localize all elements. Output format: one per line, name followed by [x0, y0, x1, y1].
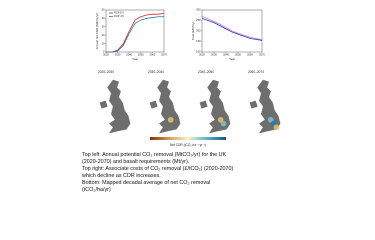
- caption-line: (tCO₂/ha/yr): [82, 187, 111, 193]
- y-tick-label: 300: [196, 8, 201, 12]
- map: [99, 79, 131, 134]
- y-tick-label: 30: [102, 24, 105, 28]
- x-tick-label: 2070: [161, 53, 167, 57]
- y-axis-label: Cost (£/tCO₂): [191, 22, 195, 40]
- x-tick-label: 2030: [115, 53, 121, 57]
- y-tick-label: 10: [102, 41, 105, 45]
- y-tick-label: 250: [196, 18, 201, 22]
- series-line: [201, 18, 263, 41]
- map-patch: [167, 116, 174, 123]
- colorbar-label: Net CDR (tCO₂ ha⁻¹ yr⁻¹): [170, 143, 206, 147]
- caption-line: Top right: Associate costs of CO₂ remova…: [82, 166, 234, 172]
- x-tick-label: 2020: [103, 53, 109, 57]
- series-line: [106, 12, 165, 53]
- y-tick-label: 50: [102, 8, 105, 12]
- map-patch: [220, 120, 227, 127]
- figure: Net CDR (tCO₂ ha⁻¹ yr⁻¹) 010203040502020…: [95, 8, 281, 147]
- x-axis-label: Year: [132, 57, 138, 61]
- series-line: [201, 15, 263, 41]
- x-tick-label: 2050: [235, 53, 241, 57]
- map-title: 2060–2070: [248, 70, 264, 74]
- map: [249, 79, 281, 134]
- legend-label: RCP 8.5: [114, 11, 124, 15]
- series-line: [106, 16, 164, 53]
- map: [199, 79, 231, 134]
- map: [149, 79, 181, 134]
- x-tick-label: 2040: [126, 53, 132, 57]
- map-title: 2040–2050: [198, 70, 214, 74]
- caption-line: Top left: Annual potential CO₂ removal (…: [82, 152, 227, 158]
- map-patch: [273, 124, 280, 131]
- y-tick-label: 40: [102, 16, 105, 20]
- plot-frame: [105, 9, 165, 53]
- y-tick-label: 200: [196, 29, 201, 33]
- caption-line: which decline as CDR increases.: [82, 173, 161, 179]
- legend-label: RCP 4.5: [114, 14, 124, 18]
- colorbar: [150, 137, 226, 140]
- uk-outline: [149, 79, 181, 134]
- x-tick-label: 2070: [259, 53, 265, 57]
- x-tick-label: 2030: [211, 53, 217, 57]
- y-tick-label: 100: [196, 50, 201, 54]
- y-tick-label: 0: [103, 50, 105, 54]
- x-axis-label: Year: [229, 57, 235, 61]
- page: Net CDR (tCO₂ ha⁻¹ yr⁻¹) 0 10 20 30 40 50 2020…: [82, 8, 281, 193]
- x-tick-label: 2020: [199, 53, 205, 57]
- uk-outline: [99, 79, 131, 134]
- y-axis-label: Annual net CDR (MtCO₂/yr): [95, 13, 99, 50]
- y-tick-label: 20: [102, 33, 105, 37]
- y-tick-label: 150: [196, 39, 201, 43]
- x-tick-label: 2060: [247, 53, 253, 57]
- x-tick-label: 2040: [223, 53, 229, 57]
- x-tick-label: 2050: [138, 53, 144, 57]
- x-tick-label: 2060: [150, 53, 156, 57]
- map-title: 2030–2040: [148, 70, 164, 74]
- caption-line: Bottom: Mapped decadal average of net CO…: [82, 180, 211, 186]
- map-title: 2020–2030: [98, 70, 114, 74]
- caption-line: (2020-2070) and basalt requirements (Mt/…: [82, 159, 190, 165]
